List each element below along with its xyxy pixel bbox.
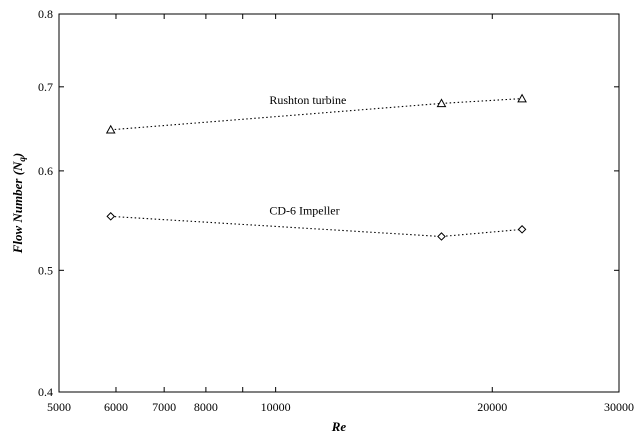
x-tick-label: 6000 [104, 400, 128, 414]
x-tick-label: 30000 [604, 400, 634, 414]
data-point-rushton-turbine [436, 98, 447, 108]
data-point-rushton-turbine [517, 93, 527, 103]
series-line-cd-6-impeller [110, 215, 523, 238]
y-tick-label: 0.5 [38, 263, 53, 277]
y-axis-ticks: 0.4 0.5 0.6 0.7 0.8 [38, 7, 619, 399]
y-axis-title: Flow Number (Nq) [10, 153, 27, 255]
data-point-cd-6-impeller [106, 212, 116, 221]
x-tick-label: 10000 [261, 400, 291, 414]
y-axis-title-main: Flow Number (N [10, 161, 25, 254]
x-tick-label: 20000 [477, 400, 507, 414]
y-tick-label: 0.8 [38, 7, 53, 21]
y-tick-label: 0.4 [38, 385, 53, 399]
x-tick-label: 5000 [47, 400, 71, 414]
y-tick-label: 0.7 [38, 80, 53, 94]
x-axis-title: Re [331, 419, 347, 434]
y-tick-label: 0.6 [38, 164, 53, 178]
data-point-cd-6-impeller [437, 232, 446, 241]
data-point-cd-6-impeller [517, 225, 527, 234]
series-layer: Rushton turbine CD-6 Impeller [105, 93, 527, 241]
x-tick-label: 8000 [194, 400, 218, 414]
y-axis-title-end: ) [10, 153, 25, 158]
plot-frame [58, 13, 620, 393]
data-point-rushton-turbine [105, 124, 116, 134]
x-axis-ticks: 5000 6000 7000 8000 10000 20000 30000 [47, 14, 634, 414]
series-label-rushton-turbine: Rushton turbine [269, 93, 346, 107]
series-label-cd-6-impeller: CD-6 Impeller [269, 203, 339, 217]
x-tick-label: 7000 [152, 400, 176, 414]
y-axis-title-subscript: q [17, 157, 27, 162]
